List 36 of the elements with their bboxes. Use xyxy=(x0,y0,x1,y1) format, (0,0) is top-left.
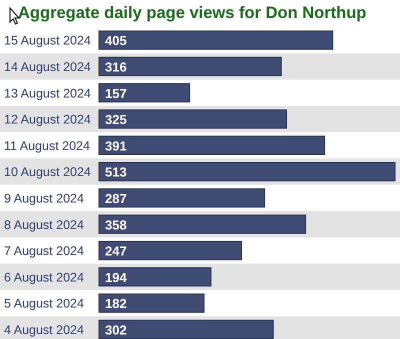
bar xyxy=(98,56,282,76)
bar xyxy=(98,83,190,102)
y-tick-label: 12 August 2024 xyxy=(4,112,91,127)
y-tick-label: 4 August 2024 xyxy=(4,322,84,337)
data-label: 513 xyxy=(105,164,127,180)
bar xyxy=(98,214,306,234)
y-tick-label: 15 August 2024 xyxy=(4,34,91,48)
chart-title: Aggregate daily page views for Don Northup xyxy=(18,4,366,22)
data-label: 247 xyxy=(105,244,127,259)
y-tick-label: 7 August 2024 xyxy=(4,244,84,258)
data-label: 157 xyxy=(105,86,127,101)
data-label: 325 xyxy=(105,112,127,128)
y-tick-label: 14 August 2024 xyxy=(4,60,91,74)
bar xyxy=(98,109,288,129)
bar xyxy=(98,136,326,155)
data-label: 391 xyxy=(105,138,127,154)
data-label: 405 xyxy=(105,33,127,48)
data-label: 302 xyxy=(105,322,127,338)
data-label: 194 xyxy=(105,270,128,285)
bar xyxy=(98,240,242,260)
bar xyxy=(98,294,205,313)
data-label: 287 xyxy=(105,190,127,206)
data-label: 316 xyxy=(105,59,127,74)
y-tick-label: 10 August 2024 xyxy=(4,165,91,180)
bar xyxy=(98,188,266,208)
bar xyxy=(98,30,334,50)
y-tick-label: 8 August 2024 xyxy=(4,218,84,232)
data-label: 358 xyxy=(105,217,127,232)
y-tick-label: 11 August 2024 xyxy=(4,138,90,153)
y-tick-label: 6 August 2024 xyxy=(4,270,84,284)
data-label: 182 xyxy=(105,296,127,312)
bar xyxy=(98,267,212,286)
y-tick-label: 5 August 2024 xyxy=(4,296,84,311)
y-tick-label: 9 August 2024 xyxy=(4,191,84,206)
bar xyxy=(98,162,396,182)
y-tick-label: 13 August 2024 xyxy=(4,86,91,100)
